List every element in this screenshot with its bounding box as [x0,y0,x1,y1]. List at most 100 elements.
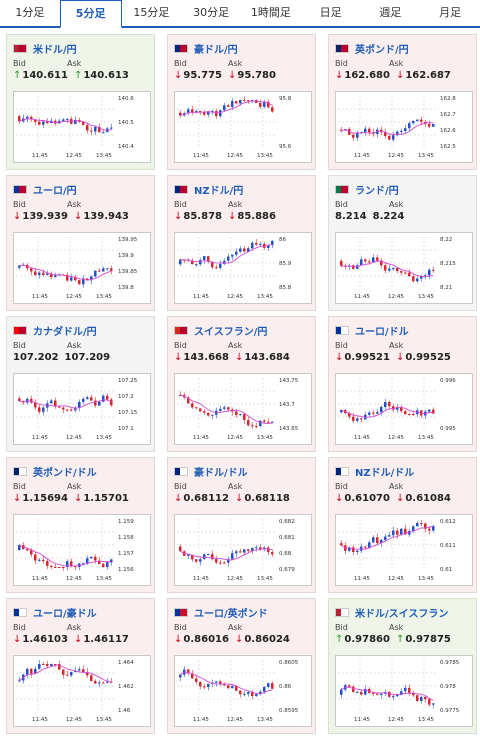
candle-body [372,537,375,543]
candle-body [82,669,85,672]
currency-card[interactable]: 英ポンド/ドル Bid Ask ↓1.15694 ↓1.15701 1.159 1.158 1… [6,457,155,593]
tab-0[interactable]: 1分足 [15,6,45,19]
ask-value: 0.97875 [405,634,451,645]
candlestick-chart[interactable]: 140.6 140.5 140.4 11:45 12:45 13:45 [13,91,151,163]
candle-body [420,276,423,279]
x-tick-label: 13:45 [96,294,112,300]
currency-pair-link[interactable]: ユーロ/英ポンド [194,608,268,620]
currency-pair-link[interactable]: カナダドル/円 [33,326,97,338]
candlestick-chart[interactable]: 1.159 1.158 1.157 1.156 11:45 12:45 13:45 [13,514,151,586]
currency-pair-link[interactable]: NZドル/ドル [355,467,415,479]
ask-price: ↓162.687 [396,70,451,81]
currency-card[interactable]: 米ドル/円 Bid Ask ↑140.611 ↑140.613 140.6 140.5 140… [6,34,155,170]
currency-pair-link[interactable]: スイスフラン/円 [194,326,268,338]
y-tick-label: 0.611 [440,543,456,549]
y-tick-label: 162.5 [440,144,456,150]
tab-2[interactable]: 15分足 [133,6,170,19]
tab-7[interactable]: 月足 [439,6,462,19]
currency-card[interactable]: NZドル/ドル Bid Ask ↓0.61070 ↓0.61084 0.612 0.611 0… [328,457,477,593]
candle-body [404,687,407,692]
candle-body [38,121,41,125]
candle-body [215,681,218,683]
y-tick-label: 8.215 [440,261,456,267]
candle-body [404,528,407,535]
currency-card[interactable]: ランド/円 Bid Ask 8.214 8.224 8.22 8.215 8.21 11:45 1… [328,175,477,311]
currency-pair-link[interactable]: 米ドル/スイスフラン [355,608,449,620]
currency-pair-link[interactable]: 米ドル/円 [33,44,77,56]
currency-pair-link[interactable]: NZドル/円 [194,185,244,197]
currency-card[interactable]: ユーロ/ドル Bid Ask ↓0.99521 ↓0.99525 0.996 0.995 11… [328,316,477,452]
currency-card[interactable]: スイスフラン/円 Bid Ask ↓143.668 ↓143.684 143.75 143.… [167,316,316,452]
card-header: 米ドル/スイスフラン [335,605,449,620]
tab-6[interactable]: 週足 [379,6,402,19]
candlestick-chart[interactable]: 8.22 8.215 8.21 11:45 12:45 13:45 [335,232,473,304]
currency-pair-link[interactable]: ユーロ/豪ドル [33,608,97,620]
bid-label: Bid [174,623,187,632]
currency-card[interactable]: 豪ドル/円 Bid Ask ↓95.775 ↓95.780 95.8 95.6 11:45 12… [167,34,316,170]
currency-card[interactable]: 英ポンド/円 Bid Ask ↓162.680 ↓162.687 162.8 162.7 16… [328,34,477,170]
arrow-down-icon: ↓ [335,352,344,363]
ask-value: 0.68118 [244,493,290,504]
candle-body [243,549,246,553]
x-tick-label: 11:45 [354,153,370,159]
candle-body [90,397,93,401]
candle-body [50,400,53,404]
currency-card[interactable]: 豪ドル/ドル Bid Ask ↓0.68112 ↓0.68118 0.682 0.681 0.… [167,457,316,593]
candle-body [34,554,37,561]
candle-body [384,132,387,136]
currency-card[interactable]: ユーロ/英ポンド Bid Ask ↓0.86016 ↓0.86024 0.8605 0.86… [167,598,316,734]
candle-body [239,551,242,553]
x-tick-label: 11:45 [354,717,370,723]
moving-average-line [340,525,434,550]
candlestick-chart[interactable]: 0.8605 0.86 0.8595 11:45 12:45 13:45 [174,655,312,727]
arrow-down-icon: ↓ [174,70,183,81]
candlestick-chart[interactable]: 0.682 0.681 0.68 0.679 11:45 12:45 13:45 [174,514,312,586]
candle-body [372,412,375,414]
tab-1[interactable]: 5分足 [59,0,122,29]
currency-pair-link[interactable]: 英ポンド/円 [355,44,409,56]
candle-body [227,685,230,689]
currency-pair-link[interactable]: ランド/円 [355,185,399,197]
y-tick-label: 140.6 [118,96,134,102]
currency-card[interactable]: ユーロ/豪ドル Bid Ask ↓1.46103 ↓1.46117 1.464 1.462 1… [6,598,155,734]
currency-pair-link[interactable]: 英ポンド/ドル [33,467,97,479]
flag-icon [174,325,188,335]
candlestick-chart[interactable]: 143.75 143.7 143.65 11:45 12:45 13:45 [174,373,312,445]
currency-pair-link[interactable]: ユーロ/円 [33,185,77,197]
currency-card[interactable]: NZドル/円 Bid Ask ↓85.878 ↓85.886 86 85.9 85.8 11:4… [167,175,316,311]
x-tick-label: 13:45 [257,717,273,723]
x-tick-label: 11:45 [193,576,209,582]
candle-body [352,686,355,692]
price-values: ↓0.99521 ↓0.99525 [335,352,457,363]
ask-value: 162.687 [405,70,451,81]
currency-pair-link[interactable]: 豪ドル/ドル [194,467,248,479]
candle-body [38,664,41,669]
ask-label: Ask [228,59,243,68]
tab-4[interactable]: 1時間足 [250,6,291,19]
candle-body [74,119,77,124]
candle-body [219,408,222,411]
candlestick-chart[interactable]: 0.612 0.611 0.61 11:45 12:45 13:45 [335,514,473,586]
candlestick-chart[interactable]: 86 85.9 85.8 11:45 12:45 13:45 [174,232,312,304]
candlestick-chart[interactable]: 139.95 139.9 139.85 139.8 11:45 12:45 13:45 [13,232,151,304]
candlestick-chart[interactable]: 162.8 162.7 162.6 162.5 11:45 12:45 13:45 [335,91,473,163]
currency-card[interactable]: カナダドル/円 Bid Ask 107.202 107.209 107.25 107.2 10… [6,316,155,452]
candle-body [191,260,194,265]
currency-card[interactable]: ユーロ/円 Bid Ask ↓139.939 ↓139.943 139.95 139.9 13… [6,175,155,311]
tab-5[interactable]: 日足 [319,6,342,19]
candlestick-chart[interactable]: 0.996 0.995 11:45 12:45 13:45 [335,373,473,445]
tab-3[interactable]: 30分足 [193,6,230,19]
candlestick-chart[interactable]: 107.25 107.2 107.15 107.1 11:45 12:45 13:45 [13,373,151,445]
candlestick-chart[interactable]: 0.9785 0.978 0.9775 11:45 12:45 13:45 [335,655,473,727]
candle-body [42,121,45,125]
candlestick-chart[interactable]: 1.464 1.462 1.46 11:45 12:45 13:45 [13,655,151,727]
currency-pair-link[interactable]: 豪ドル/円 [194,44,238,56]
candle-body [416,278,419,282]
currency-pair-link[interactable]: ユーロ/ドル [355,326,409,338]
candle-body [388,135,391,140]
currency-card[interactable]: 米ドル/スイスフラン Bid Ask ↑0.97860 ↑0.97875 0.9785 0.… [328,598,477,734]
candle-body [368,128,371,133]
candlestick-chart[interactable]: 95.8 95.6 11:45 12:45 13:45 [174,91,312,163]
chart-svg: 0.996 0.995 11:45 12:45 13:45 [338,378,456,441]
ask-label: Ask [389,623,404,632]
